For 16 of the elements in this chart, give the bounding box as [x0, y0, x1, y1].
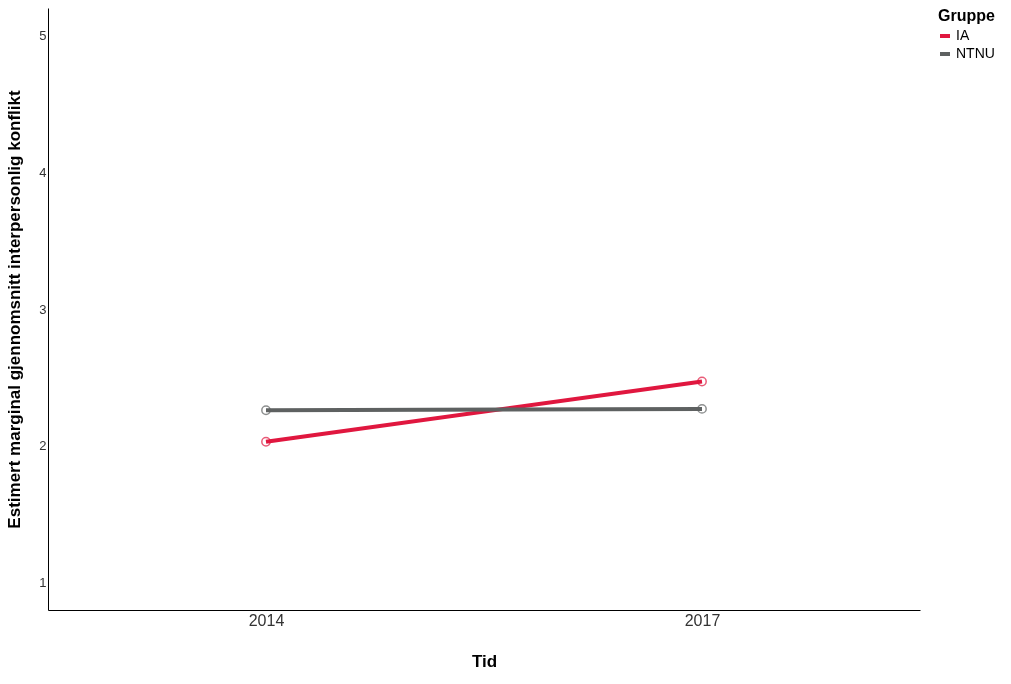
y-tick-label: 2 — [39, 438, 47, 454]
x-tick-label: 2017 — [684, 611, 721, 629]
point — [261, 436, 271, 447]
y-tick-label: 5 — [39, 27, 47, 43]
point — [697, 403, 707, 414]
y-tick-label: 3 — [39, 301, 47, 317]
x-axis-title: Tid — [471, 651, 498, 671]
y-tick-label: 4 — [39, 164, 47, 180]
legend-label: IA — [956, 27, 970, 43]
legend-label: NTNU — [956, 45, 995, 61]
x-tick-label: 2014 — [248, 611, 285, 629]
y-axis-title: Estimert marginal gjennomsnitt interpersonlig konflikt — [5, 90, 25, 529]
point — [261, 405, 271, 416]
point — [697, 376, 707, 387]
y-tick-label: 1 — [39, 575, 47, 591]
legend-title: Gruppe — [938, 7, 995, 24]
